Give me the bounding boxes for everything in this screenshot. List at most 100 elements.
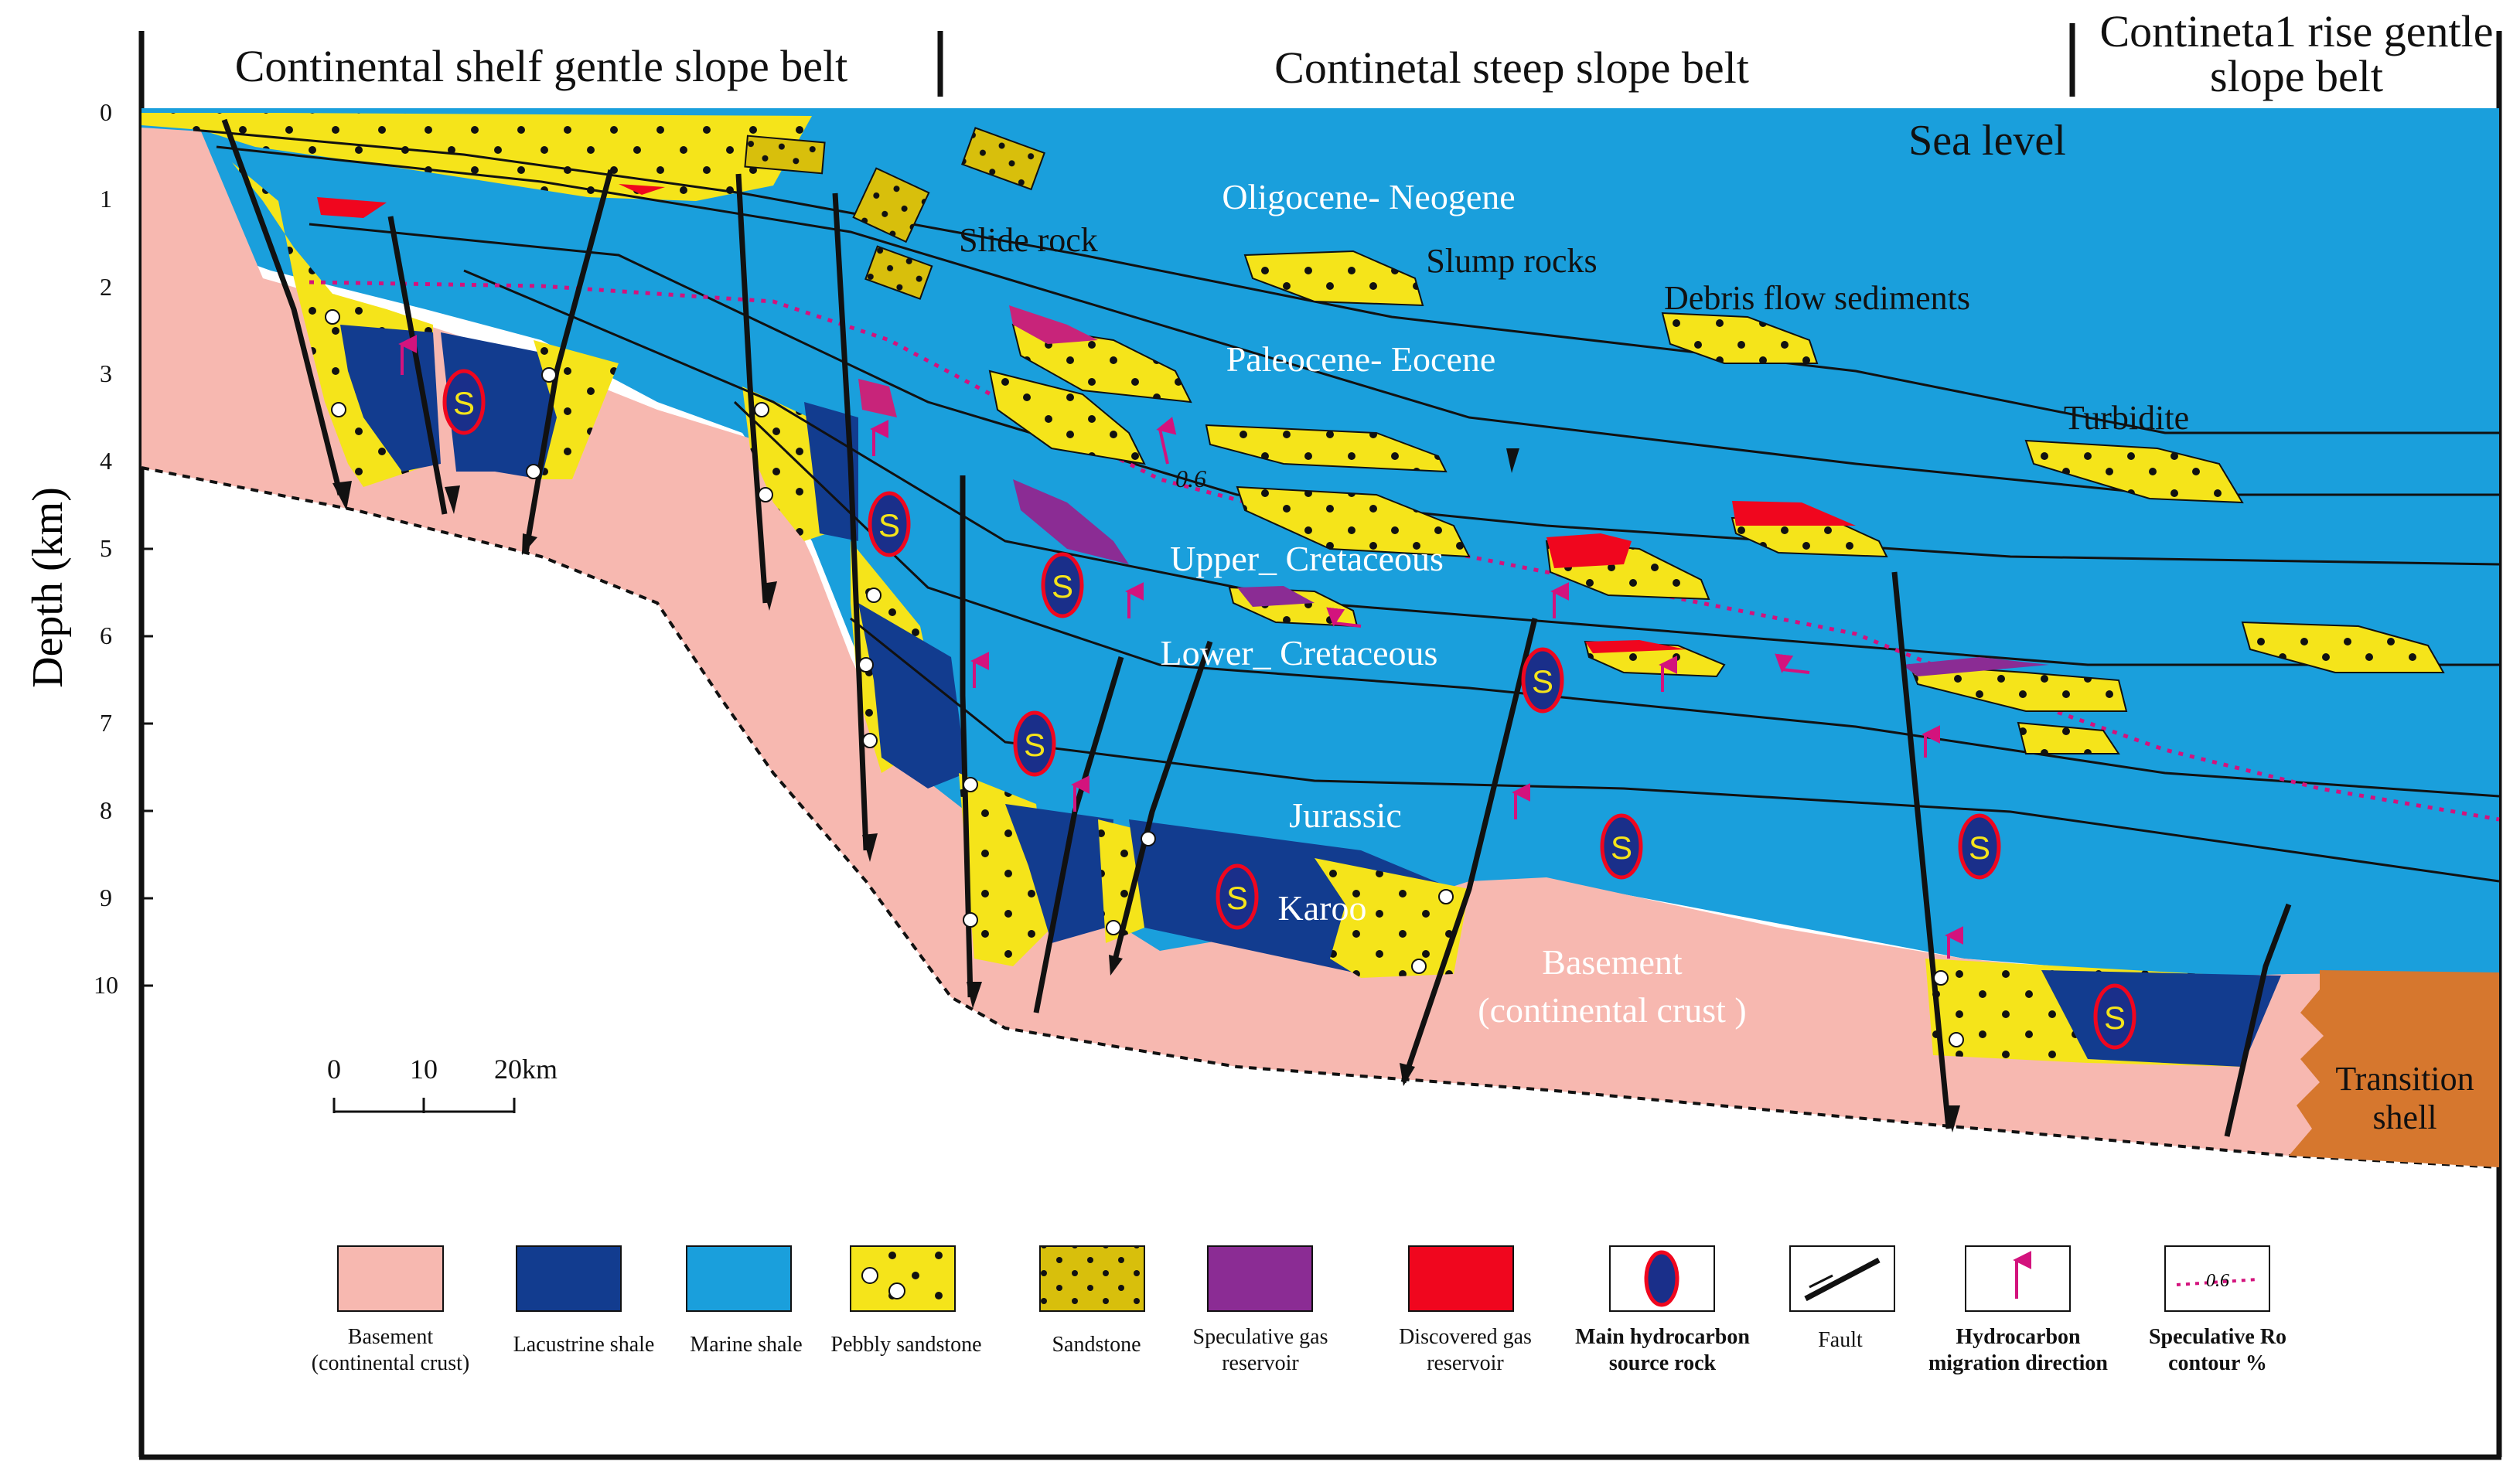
fault-1	[221, 118, 343, 496]
speculative-gas-1	[1009, 305, 1098, 344]
depth-tick-5: 5	[100, 534, 112, 562]
scale-bar: 0 10 20km	[327, 1054, 558, 1113]
depth-tick-8: 8	[100, 796, 112, 824]
discovered-gas-slope	[1546, 533, 1632, 568]
source-rock-5: S	[1521, 647, 1564, 714]
belt-title-rise-line2: slope belt	[2210, 51, 2383, 101]
depth-tick-2: 2	[100, 273, 112, 301]
svg-text:S: S	[1226, 880, 1248, 916]
legend-item-sandstone: Sandstone	[1039, 1245, 1145, 1357]
fault-4	[735, 173, 769, 604]
oligocene-neogene-label: Oligocene- Neogene	[1222, 177, 1515, 216]
svg-text:Basement: Basement	[348, 1325, 434, 1349]
scale-tick-10: 10	[410, 1054, 438, 1085]
svg-text:S: S	[1969, 829, 1990, 866]
depth-tick-7: 7	[100, 709, 112, 737]
pebble-circles	[325, 309, 1964, 1047]
scale-tick-20km: 20km	[494, 1054, 558, 1085]
slump-rocks-label: Slump rocks	[1426, 242, 1597, 280]
belt-title-shelf: Continental shelf gentle slope belt	[235, 41, 848, 91]
source-rock-6: S	[1600, 813, 1643, 880]
speculative-gas-2	[858, 379, 897, 417]
sea-level-label: Sea level	[1908, 117, 2066, 165]
fault-2	[387, 216, 448, 515]
svg-text:Fault: Fault	[1818, 1328, 1863, 1352]
svg-text:Discovered gas: Discovered gas	[1399, 1325, 1532, 1349]
basement-label-line2: (continental crust )	[1478, 990, 1746, 1030]
svg-text:migration direction: migration direction	[1928, 1351, 2108, 1375]
ro-contour-line	[309, 280, 2500, 822]
upper-cretaceous-label: Upper_ Cretaceous	[1170, 539, 1444, 578]
legend-item-pebbly-sandstone: Pebbly sandstone	[830, 1245, 982, 1357]
fault-5	[832, 192, 869, 851]
legend-item-source-rock: Main hydrocarbon source rock	[1575, 1245, 1750, 1375]
depth-tick-10: 10	[94, 971, 118, 999]
fault-3	[523, 169, 614, 553]
svg-text:(continental crust): (continental crust)	[312, 1351, 469, 1375]
depth-tick-3: 3	[100, 359, 112, 387]
svg-text:0.6: 0.6	[2206, 1271, 2229, 1291]
depth-axis-title: Depth (km)	[24, 487, 72, 688]
legend-item-discovered-gas: Discovered gas reservoir	[1399, 1245, 1532, 1375]
horizon-lines	[193, 128, 2500, 883]
debris-flow-label: Debris flow sediments	[1664, 279, 1970, 317]
source-rock-3: S	[1041, 552, 1084, 618]
svg-text:S: S	[1052, 568, 1073, 605]
lower-cretaceous-label: Lower_ Cretaceous	[1161, 633, 1438, 673]
fault-8	[1110, 640, 1213, 967]
karoo-label: Karoo	[1278, 888, 1367, 928]
basement-label-line1: Basement	[1542, 942, 1683, 982]
gas-reservoirs	[317, 184, 2049, 676]
speculative-gas-3	[1013, 479, 1129, 564]
transition-shell	[2289, 970, 2499, 1167]
svg-text:S: S	[1611, 829, 1632, 866]
transition-label-line2: shell	[2372, 1098, 2436, 1136]
source-rock-9: S	[2093, 983, 2136, 1050]
discovered-gas-lens	[1585, 640, 1686, 653]
legend-item-fault: Fault	[1789, 1245, 1895, 1352]
svg-text:S: S	[1532, 663, 1553, 700]
legend-item-speculative-gas: Speculative gas reservoir	[1193, 1245, 1328, 1375]
svg-text:Speculative gas: Speculative gas	[1193, 1325, 1328, 1349]
svg-text:source rock: source rock	[1609, 1351, 1717, 1375]
source-rock-1: S	[442, 369, 486, 435]
source-rock-2: S	[868, 491, 911, 557]
svg-text:Pebbly sandstone: Pebbly sandstone	[830, 1333, 981, 1357]
svg-text:Hydrocarbon: Hydrocarbon	[1956, 1325, 2081, 1349]
svg-text:S: S	[1024, 727, 1045, 763]
svg-text:Main hydrocarbon: Main hydrocarbon	[1575, 1325, 1750, 1349]
legend: Basement (continental crust) Lacustrine …	[312, 1245, 2286, 1375]
svg-text:Sandstone: Sandstone	[1052, 1333, 1141, 1357]
jurassic-label: Jurassic	[1289, 795, 1402, 835]
discovered-gas-shelf	[317, 197, 387, 218]
fault-9	[1400, 618, 1538, 1084]
depth-tick-9: 9	[100, 884, 112, 911]
svg-text:Lacustrine shale: Lacustrine shale	[513, 1333, 655, 1357]
svg-text:S: S	[878, 507, 900, 543]
source-rock-4: S	[1013, 710, 1056, 777]
fault-arrows	[332, 448, 1960, 1133]
svg-text:reservoir: reservoir	[1427, 1351, 1504, 1375]
depth-tick-6: 6	[100, 622, 112, 649]
depth-tick-4: 4	[100, 447, 112, 475]
source-rock-symbols: S S S S S S S S S	[442, 369, 2136, 1050]
slide-rock-label: Slide rock	[959, 221, 1098, 259]
scale-tick-0: 0	[327, 1054, 341, 1085]
migration-arrows	[398, 335, 1964, 959]
fault-10	[1891, 571, 1952, 1129]
legend-item-migration: Hydrocarbon migration direction	[1928, 1245, 2108, 1375]
legend-item-ro-contour: 0.6 Speculative Ro contour %	[2149, 1245, 2286, 1375]
turbidite-label: Turbidite	[2064, 399, 2189, 437]
depth-tick-0: 0	[100, 98, 112, 126]
discovered-gas-shelf-2	[619, 184, 665, 195]
belt-title-steep: Continetal steep slope belt	[1274, 43, 1749, 93]
depth-tick-1: 1	[100, 185, 112, 213]
source-rock-7: S	[1958, 813, 2001, 880]
svg-text:S: S	[453, 385, 475, 421]
legend-item-basement: Basement (continental crust)	[312, 1245, 469, 1375]
fault-6	[960, 475, 974, 998]
belt-title-rise-line1: Contineta1 rise gentle	[2100, 6, 2494, 56]
legend-item-marine-shale: Marine shale	[686, 1245, 803, 1357]
speculative-gas-4	[1237, 586, 1315, 607]
